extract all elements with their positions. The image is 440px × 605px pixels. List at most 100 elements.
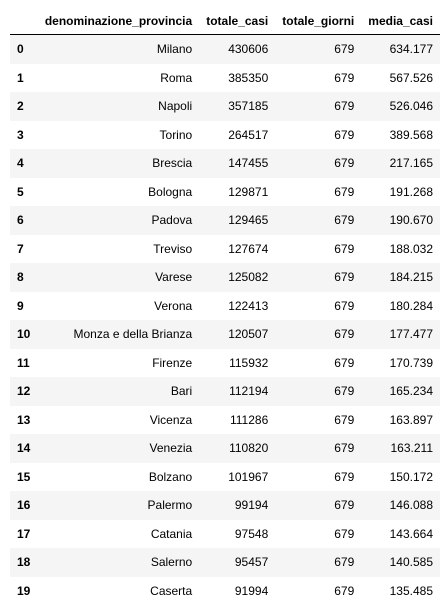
row-index-cell: 17: [10, 520, 38, 549]
totale-casi-cell: 129871: [199, 178, 275, 207]
row-index-cell: 7: [10, 235, 38, 264]
provincia-cell: Padova: [38, 206, 200, 235]
totale-casi-cell: 430606: [199, 35, 275, 64]
row-index-cell: 19: [10, 577, 38, 605]
totale-casi-cell: 264517: [199, 121, 275, 150]
row-index-cell: 0: [10, 35, 38, 64]
row-index-cell: 1: [10, 64, 38, 93]
provincia-cell: Bologna: [38, 178, 200, 207]
provincia-cell: Salerno: [38, 548, 200, 577]
provincia-cell: Roma: [38, 64, 200, 93]
media-casi-cell: 190.670: [361, 206, 440, 235]
media-casi-cell: 567.526: [361, 64, 440, 93]
totale-giorni-cell: 679: [275, 320, 361, 349]
provincia-cell: Monza e della Brianza: [38, 320, 200, 349]
media-casi-cell: 170.739: [361, 349, 440, 378]
row-index-cell: 4: [10, 149, 38, 178]
media-casi-cell: 177.477: [361, 320, 440, 349]
totale-casi-cell: 111286: [199, 406, 275, 435]
row-index-cell: 14: [10, 434, 38, 463]
provincia-cell: Bari: [38, 377, 200, 406]
media-casi-cell: 163.211: [361, 434, 440, 463]
header-row: denominazione_provincia totale_casi tota…: [10, 7, 440, 35]
dataframe-output: denominazione_provincia totale_casi tota…: [10, 7, 440, 605]
provincia-cell: Brescia: [38, 149, 200, 178]
provincia-cell: Palermo: [38, 491, 200, 520]
row-index-cell: 2: [10, 92, 38, 121]
media-casi-cell: 163.897: [361, 406, 440, 435]
media-casi-cell: 146.088: [361, 491, 440, 520]
header-totale-casi: totale_casi: [199, 7, 275, 35]
header-index: [10, 7, 38, 35]
header-denominazione-provincia: denominazione_provincia: [38, 7, 200, 35]
totale-giorni-cell: 679: [275, 178, 361, 207]
totale-giorni-cell: 679: [275, 434, 361, 463]
provincia-cell: Firenze: [38, 349, 200, 378]
totale-casi-cell: 95457: [199, 548, 275, 577]
provincia-cell: Treviso: [38, 235, 200, 264]
totale-casi-cell: 357185: [199, 92, 275, 121]
totale-giorni-cell: 679: [275, 292, 361, 321]
provincia-cell: Napoli: [38, 92, 200, 121]
row-index-cell: 10: [10, 320, 38, 349]
media-casi-cell: 188.032: [361, 235, 440, 264]
media-casi-cell: 526.046: [361, 92, 440, 121]
totale-giorni-cell: 679: [275, 577, 361, 605]
totale-giorni-cell: 679: [275, 149, 361, 178]
totale-casi-cell: 101967: [199, 463, 275, 492]
row-index-cell: 6: [10, 206, 38, 235]
media-casi-cell: 180.284: [361, 292, 440, 321]
dataframe-table: denominazione_provincia totale_casi tota…: [10, 7, 440, 605]
totale-giorni-cell: 679: [275, 349, 361, 378]
totale-giorni-cell: 679: [275, 463, 361, 492]
provincia-cell: Varese: [38, 263, 200, 292]
totale-giorni-cell: 679: [275, 64, 361, 93]
header-media-casi: media_casi: [361, 7, 440, 35]
totale-casi-cell: 99194: [199, 491, 275, 520]
provincia-cell: Vicenza: [38, 406, 200, 435]
row-index-cell: 16: [10, 491, 38, 520]
row-index-cell: 13: [10, 406, 38, 435]
row-index-cell: 11: [10, 349, 38, 378]
media-casi-cell: 217.165: [361, 149, 440, 178]
totale-casi-cell: 112194: [199, 377, 275, 406]
totale-casi-cell: 115932: [199, 349, 275, 378]
provincia-cell: Catania: [38, 520, 200, 549]
media-casi-cell: 143.664: [361, 520, 440, 549]
row-index-cell: 9: [10, 292, 38, 321]
row-index-cell: 8: [10, 263, 38, 292]
totale-giorni-cell: 679: [275, 548, 361, 577]
totale-giorni-cell: 679: [275, 92, 361, 121]
row-index-cell: 18: [10, 548, 38, 577]
table-header: denominazione_provincia totale_casi tota…: [10, 7, 440, 35]
media-casi-cell: 634.177: [361, 35, 440, 64]
provincia-cell: Milano: [38, 35, 200, 64]
totale-giorni-cell: 679: [275, 491, 361, 520]
totale-casi-cell: 97548: [199, 520, 275, 549]
row-index-cell: 15: [10, 463, 38, 492]
row-index-cell: 5: [10, 178, 38, 207]
provincia-cell: Verona: [38, 292, 200, 321]
media-casi-cell: 184.215: [361, 263, 440, 292]
media-casi-cell: 150.172: [361, 463, 440, 492]
totale-giorni-cell: 679: [275, 235, 361, 264]
provincia-cell: Torino: [38, 121, 200, 150]
